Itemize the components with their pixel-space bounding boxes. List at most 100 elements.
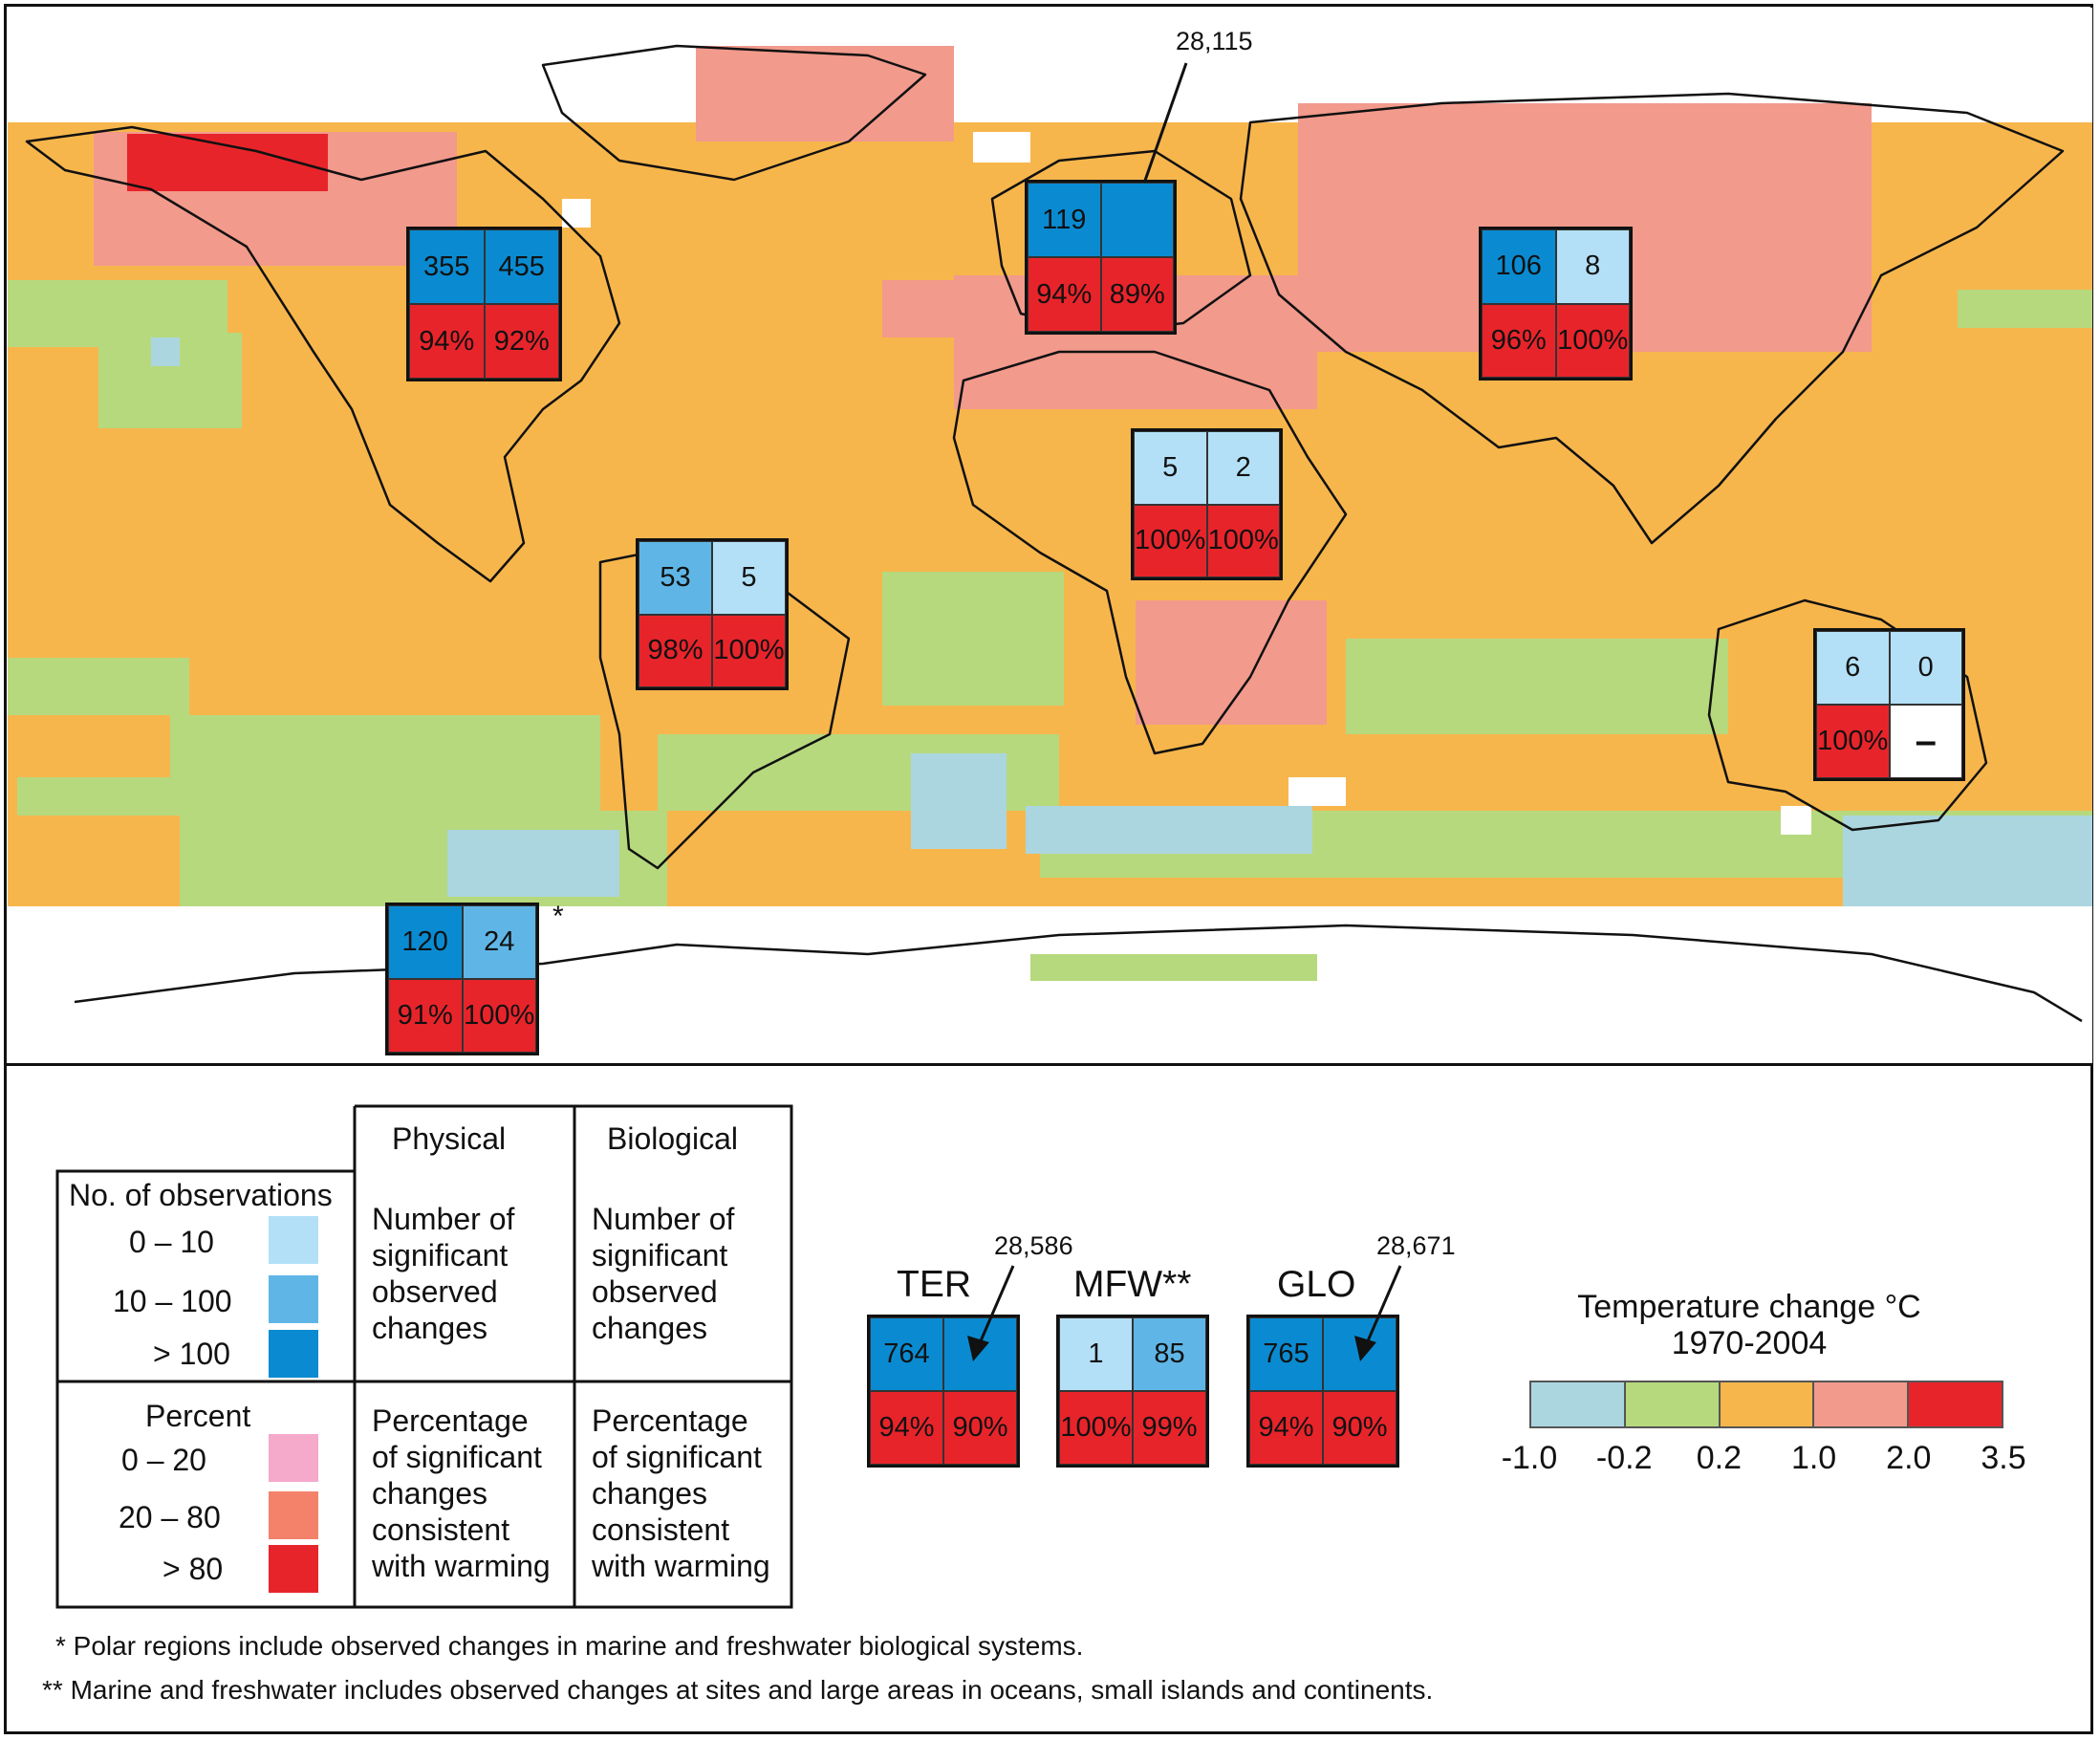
physical-count-cell: 1 — [1059, 1317, 1133, 1391]
global-label-ter: TER — [897, 1264, 971, 1305]
ter-callout-arrowhead — [967, 1336, 989, 1361]
cell-nodata-2 — [1288, 777, 1346, 806]
legend-obs-item-2: 10 – 100 — [113, 1284, 232, 1318]
biological-count-cell: 2 — [1206, 431, 1280, 505]
legend-col-physical: Physical — [392, 1121, 507, 1156]
map-legend-divider — [4, 1063, 2093, 1066]
legend-biological-count-desc: Number of significant observed changes — [592, 1202, 735, 1345]
outline-north-america — [25, 125, 621, 583]
europe-callout-label: 28,115 — [1176, 27, 1253, 55]
biological-count-cell: 455 — [484, 229, 559, 304]
legend-biological-pct-desc: Percentage of significant changes consis… — [592, 1403, 770, 1583]
physical-count-cell: 765 — [1249, 1317, 1323, 1391]
temp-bin-2 — [1718, 1382, 1813, 1426]
swatch-obs-10-100 — [269, 1275, 318, 1323]
temp-tick-label: 0.2 — [1696, 1440, 1743, 1476]
biological-percent-cell: 100% — [712, 614, 786, 687]
biological-percent-cell: 100% — [1206, 504, 1280, 577]
biological-percent-cell: – — [1889, 705, 1962, 778]
biological-percent-cell: 92% — [484, 304, 559, 379]
region-box-north-america: 355 455 94% 92% — [406, 227, 562, 381]
biological-count-cell: 85 — [1133, 1317, 1206, 1391]
physical-count-cell: 6 — [1816, 631, 1890, 705]
outline-europe — [990, 149, 1252, 335]
physical-percent-cell: 94% — [1028, 257, 1101, 332]
legend-physical-pct-desc: Percentage of significant changes consis… — [372, 1403, 551, 1583]
legend-pct-item-3: > 80 — [162, 1552, 224, 1586]
legend-table-grid — [55, 1104, 793, 1609]
physical-percent-cell: 94% — [870, 1391, 943, 1465]
legend-col-biological: Biological — [607, 1121, 738, 1156]
biological-percent-cell: 90% — [1323, 1391, 1396, 1465]
global-box-ter: 764 94% 90% — [867, 1315, 1020, 1468]
global-label-glo: GLO — [1277, 1264, 1356, 1305]
swatch-obs-over-100 — [269, 1330, 318, 1378]
cell-cool-indian — [1346, 639, 1728, 734]
temp-scale-title: Temperature change °C 1970-2004 — [1577, 1289, 1921, 1361]
biological-percent-cell: 100% — [462, 979, 536, 1053]
physical-percent-cell: 100% — [1059, 1391, 1133, 1465]
footnote-marine: ** Marine and freshwater includes observ… — [42, 1675, 1434, 1705]
biological-count-cell: 24 — [462, 905, 536, 979]
footnote-polar: * Polar regions include observed changes… — [55, 1631, 1084, 1661]
world-temperature-map — [8, 8, 2092, 1063]
biological-count-cell: 5 — [712, 541, 786, 615]
global-box-mfw: 1 85 100% 99% — [1056, 1315, 1209, 1468]
legend-obs-title: No. of observations — [69, 1178, 333, 1212]
cell-cool-south-pacific — [8, 658, 189, 715]
region-box-polar: 120 24 91% 100% — [385, 903, 539, 1055]
global-callout-arrows — [967, 1265, 1402, 1361]
temp-scale-bar — [1529, 1381, 2003, 1428]
temp-bin-4 — [1907, 1382, 2002, 1426]
cell-warm-africa-south — [1136, 600, 1327, 725]
ter-callout-arrow — [978, 1265, 1015, 1344]
physical-percent-cell: 94% — [409, 304, 485, 379]
physical-percent-cell: 91% — [388, 979, 463, 1053]
physical-count-cell: 53 — [639, 541, 712, 615]
physical-count-cell: 119 — [1028, 183, 1101, 257]
biological-percent-cell: 89% — [1100, 257, 1174, 332]
temp-tick-label: 1.0 — [1790, 1440, 1837, 1476]
temp-bin-0 — [1531, 1382, 1624, 1426]
biological-percent-cell: 99% — [1133, 1391, 1206, 1465]
temp-scale-ticks: -1.0 -0.2 0.2 1.0 2.0 3.5 — [1491, 1440, 2046, 1478]
outline-australia — [1707, 598, 1988, 832]
outline-africa — [952, 350, 1348, 755]
physical-percent-cell: 94% — [1249, 1391, 1323, 1465]
legend-pct-item-1: 0 – 20 — [121, 1443, 206, 1477]
temp-bin-1 — [1623, 1382, 1719, 1426]
region-box-africa: 5 2 100% 100% — [1131, 428, 1283, 580]
cell-cold-southern-1 — [447, 830, 619, 897]
glo-callout-arrow — [1365, 1265, 1402, 1344]
biological-count-cell — [943, 1317, 1017, 1391]
outline-greenland — [541, 44, 927, 182]
cell-cold-southern-4 — [1843, 816, 2092, 921]
physical-count-cell: 106 — [1482, 229, 1556, 304]
cell-cool-antarctic-edge — [1030, 954, 1317, 981]
biological-count-cell: 0 — [1889, 631, 1962, 705]
temp-tick-label: -0.2 — [1595, 1440, 1653, 1476]
swatch-pct-over-80 — [269, 1545, 318, 1593]
temp-tick-label: 2.0 — [1886, 1440, 1932, 1476]
region-box-australia: 6 0 100% – — [1813, 628, 1965, 781]
biological-percent-cell: 90% — [943, 1391, 1017, 1465]
physical-percent-cell: 100% — [1816, 705, 1890, 778]
physical-count-cell: 764 — [870, 1317, 943, 1391]
region-box-latin-america: 53 5 98% 100% — [636, 538, 789, 690]
physical-count-cell: 120 — [388, 905, 463, 979]
swatch-obs-0-10 — [269, 1216, 318, 1264]
cell-warm-greenland — [696, 46, 954, 141]
global-box-glo: 765 94% 90% — [1246, 1315, 1399, 1468]
polar-marker: * — [552, 901, 564, 932]
physical-percent-cell: 100% — [1134, 504, 1207, 577]
swatch-pct-0-20 — [269, 1434, 318, 1482]
glo-callout-arrowhead — [1354, 1336, 1376, 1361]
physical-count-cell: 355 — [409, 229, 485, 304]
region-box-asia: 106 8 96% 100% — [1479, 227, 1633, 381]
region-box-europe: 119 94% 89% — [1025, 180, 1177, 335]
cell-cold-southern-3 — [1026, 806, 1312, 854]
biological-count-cell: 8 — [1555, 229, 1630, 304]
physical-count-cell: 5 — [1134, 431, 1207, 505]
temp-tick-label: -1.0 — [1501, 1440, 1558, 1476]
cell-cool-pacific-far-east — [1958, 290, 2092, 328]
